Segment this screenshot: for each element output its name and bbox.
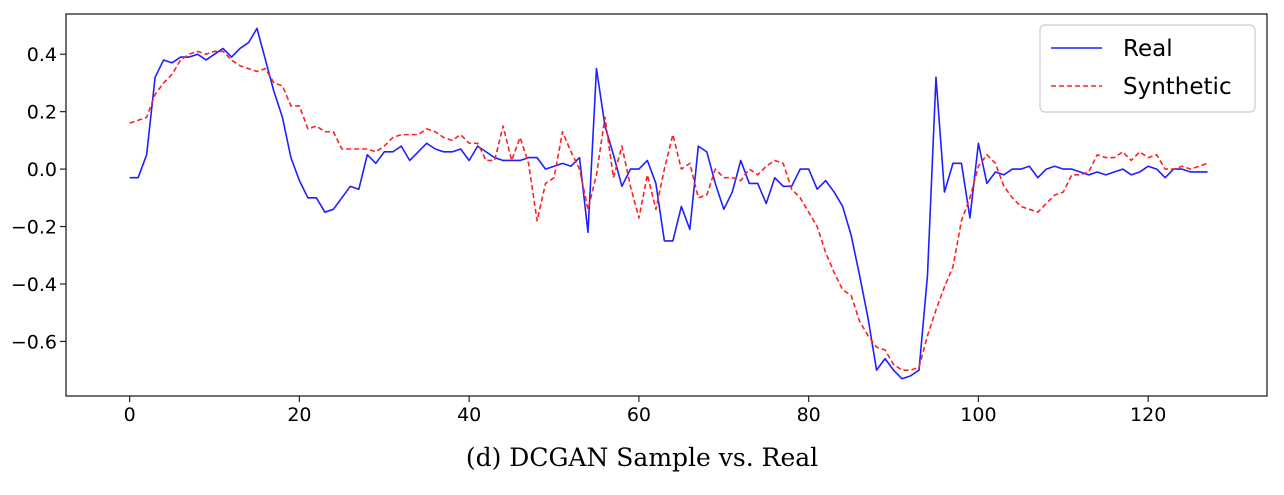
y-tick-label: 0.0 [27, 159, 57, 181]
y-tick-label: 0.2 [27, 102, 57, 124]
y-tick-label: 0.4 [27, 44, 57, 66]
legend-label-real: Real [1123, 36, 1173, 62]
plot-frame [65, 13, 1268, 397]
x-axis: 0 20 40 60 80 100 120 [124, 396, 1166, 426]
figure-caption: (d) DCGAN Sample vs. Real [465, 443, 819, 472]
x-tick-label: 100 [960, 404, 996, 426]
series-line-synthetic [129, 50, 1208, 371]
series-line-real [129, 27, 1208, 380]
x-tick-label: 40 [457, 404, 481, 426]
y-axis: 0.4 0.2 0.0 −0.2 −0.4 −0.6 [11, 44, 66, 353]
y-tick-label: −0.2 [11, 217, 57, 239]
y-tick-label: −0.6 [11, 331, 57, 353]
line-chart: 0 20 40 60 80 100 120 0.4 0.2 0.0 −0.2 −0.4 −0.6 Re… [11, 13, 1268, 426]
x-tick-label: 20 [287, 404, 311, 426]
x-tick-label: 80 [797, 404, 821, 426]
legend-box [1039, 24, 1256, 113]
x-tick-label: 0 [124, 404, 136, 426]
x-tick-label: 60 [627, 404, 651, 426]
series-layer [129, 27, 1208, 380]
legend: Real Synthetic [1039, 24, 1256, 113]
y-tick-label: −0.4 [11, 274, 57, 296]
legend-label-synthetic: Synthetic [1123, 74, 1232, 100]
x-tick-label: 120 [1130, 404, 1166, 426]
